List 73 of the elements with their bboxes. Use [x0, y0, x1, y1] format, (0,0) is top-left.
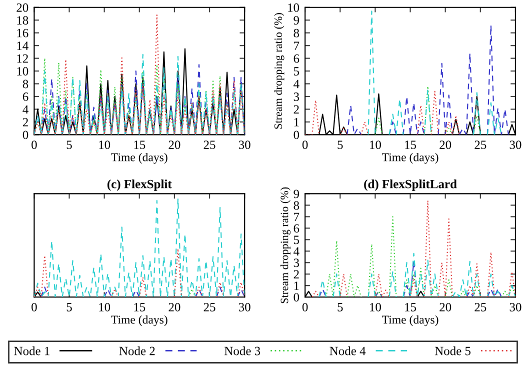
x-tick-label: 10 [99, 302, 110, 312]
legend-label: Node 3 [224, 346, 260, 356]
x-tick-label: 5 [338, 303, 343, 312]
x-tick-label: 10 [370, 140, 381, 150]
legend-label: Node 1 [14, 346, 50, 356]
y-tick-label: 10 [288, 3, 300, 12]
y-tick-label: 14 [17, 42, 28, 50]
chart-title: (d) FlexSplitLard [364, 179, 457, 191]
x-tick-label: 15 [134, 303, 146, 312]
y-tick-label: 5 [294, 67, 300, 76]
x-tick-label: 0 [32, 302, 37, 312]
x-axis-title: Time (days) [111, 152, 168, 164]
y-tick-label: 1 [294, 118, 299, 126]
x-axis-title: Time (days) [111, 315, 168, 326]
x-tick-label: 25 [204, 140, 216, 150]
y-tick-label: 2 [294, 105, 299, 114]
x-tick-label: 10 [99, 140, 110, 150]
y-tick-label: 9 [294, 190, 300, 198]
y-axis-title: Stream dropping ratio (%) [280, 187, 290, 304]
legend-label: Node 2 [119, 346, 155, 356]
x-tick-label: 20 [440, 302, 452, 312]
x-tick-label: 20 [440, 140, 452, 150]
y-tick-label: 0 [294, 130, 300, 140]
legend-label: Node 4 [330, 346, 366, 356]
x-tick-label: 30 [510, 302, 522, 312]
x-tick-label: 10 [370, 302, 381, 312]
x-tick-label: 25 [474, 302, 486, 312]
x-tick-label: 30 [510, 140, 522, 150]
y-tick-label: 3 [294, 92, 300, 101]
x-tick-label: 0 [32, 140, 37, 150]
y-tick-label: 16 [17, 28, 28, 38]
y-tick-label: 9 [294, 16, 300, 25]
y-tick-label: 7 [294, 42, 300, 50]
y-tick-label: 20 [16, 3, 28, 12]
y-tick-label: 2 [22, 118, 28, 126]
x-tick-label: 15 [405, 140, 416, 150]
chart-title: (c) FlexSplit [107, 179, 172, 191]
x-tick-label: 15 [405, 303, 416, 312]
y-tick-label: 10 [17, 67, 28, 76]
y-tick-label: 4 [294, 80, 300, 88]
x-tick-label: 5 [66, 303, 72, 312]
x-tick-label: 5 [338, 140, 343, 150]
y-tick-label: 8 [22, 80, 28, 88]
y-tick-label: 2 [294, 270, 299, 278]
y-tick-label: 8 [294, 28, 300, 38]
x-tick-label: 0 [302, 302, 308, 312]
y-tick-label: 6 [22, 92, 28, 101]
y-tick-label: 0 [22, 130, 28, 140]
x-tick-label: 20 [168, 140, 180, 150]
y-tick-label: 5 [294, 236, 300, 244]
x-tick-label: 15 [134, 140, 146, 150]
x-tick-label: 25 [204, 302, 216, 312]
y-tick-label: 1 [294, 282, 299, 290]
x-tick-label: 0 [302, 140, 308, 150]
legend-label: Node 5 [434, 346, 471, 356]
y-tick-label: 7 [294, 212, 300, 222]
y-tick-label: 18 [17, 16, 28, 25]
x-tick-label: 5 [66, 140, 72, 150]
y-tick-label: 6 [294, 224, 300, 233]
y-tick-label: 3 [294, 258, 300, 268]
y-axis-title: Stream dropping ratio (%) [274, 13, 284, 129]
y-tick-label: 0 [294, 293, 300, 302]
x-tick-label: 20 [168, 302, 180, 312]
y-tick-label: 4 [294, 247, 300, 256]
y-tick-label: 12 [17, 54, 28, 63]
y-tick-label: 6 [294, 54, 300, 63]
x-axis-title: Time (days) [382, 152, 438, 164]
x-tick-label: 25 [474, 140, 486, 150]
y-tick-label: 4 [22, 105, 28, 114]
x-axis-title: Time (days) [382, 315, 438, 326]
y-tick-label: 8 [294, 201, 300, 210]
x-tick-label: 30 [238, 140, 250, 150]
x-tick-label: 30 [238, 302, 250, 312]
